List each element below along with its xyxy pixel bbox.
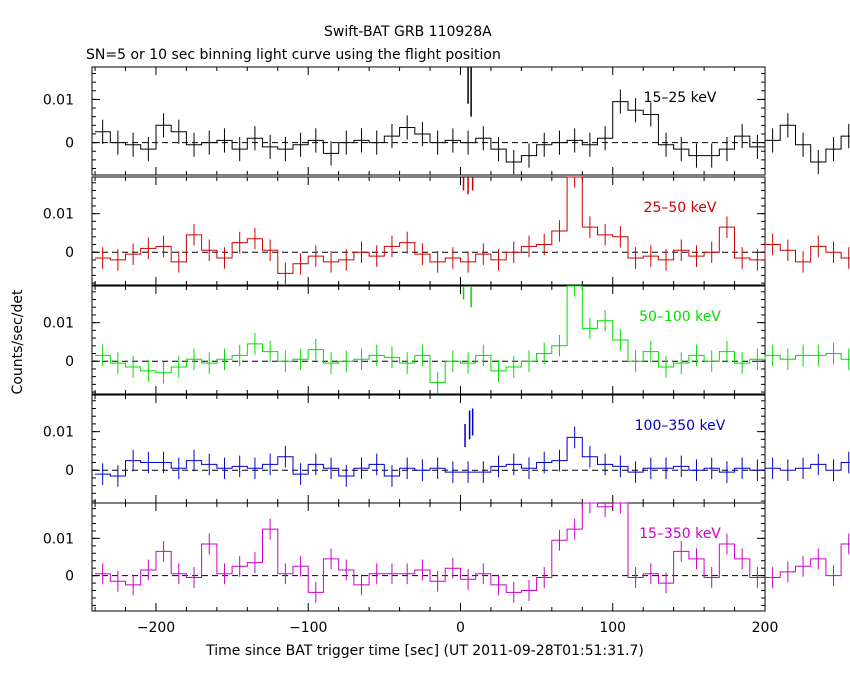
panel-frame [91,394,766,504]
x-tick-label: 200 [752,620,779,636]
x-tick-label: 0 [456,620,465,636]
y-tick-label: 0 [65,136,74,152]
step-line [95,285,850,383]
panel-4: 0.01 0 100–350 keV [43,394,850,504]
chart-subtitle: SN=5 or 10 sec binning light curve using… [86,47,501,63]
y-axis-label: Counts/sec/det [10,289,26,394]
step-line [95,101,850,163]
y-tick-label: 0 [65,245,74,261]
panel-frame [91,176,766,286]
panel-3: 0.01 0 50–100 keV [43,285,850,395]
panel-frame [91,285,766,395]
panel-5: 0.01 0 15–350 keV [43,502,850,612]
y-tick-label: 0.01 [43,531,74,547]
step-line [95,436,850,477]
y-tick-label: 0.01 [43,316,74,332]
y-tick-label: 0 [65,569,74,585]
band-label: 25–50 keV [644,200,717,216]
band-label: 50–100 keV [639,309,721,325]
panel-2: 0.01 0 25–50 keV [43,176,850,286]
x-tick-label: −100 [289,620,327,636]
y-tick-label: 0 [65,463,74,479]
panel-frame [91,502,766,612]
band-label: 100–350 keV [635,418,726,434]
step-line [95,176,850,274]
y-tick-label: 0.01 [43,207,74,223]
y-tick-label: 0.01 [43,425,74,441]
x-tick-label: −200 [137,620,175,636]
panels-layer: 0.01 0 15–25 keV 0.01 0 25–50 keV 0.01 0 50–100 … [43,66,850,612]
x-axis-label: Time since BAT trigger time [sec] (UT 20… [205,643,644,659]
step-line [95,502,850,593]
chart-title: Swift-BAT GRB 110928A [324,24,492,40]
band-label: 15–350 keV [639,526,721,542]
y-tick-label: 0.01 [43,92,74,108]
panel-frame [91,66,766,176]
y-tick-label: 0 [65,354,74,370]
x-tick-label: 100 [599,620,626,636]
panel-1: 0.01 0 15–25 keV [43,66,850,176]
band-label: 15–25 keV [644,90,717,106]
x-axis-ticks: −200 −100 0 100 200 [137,620,779,636]
